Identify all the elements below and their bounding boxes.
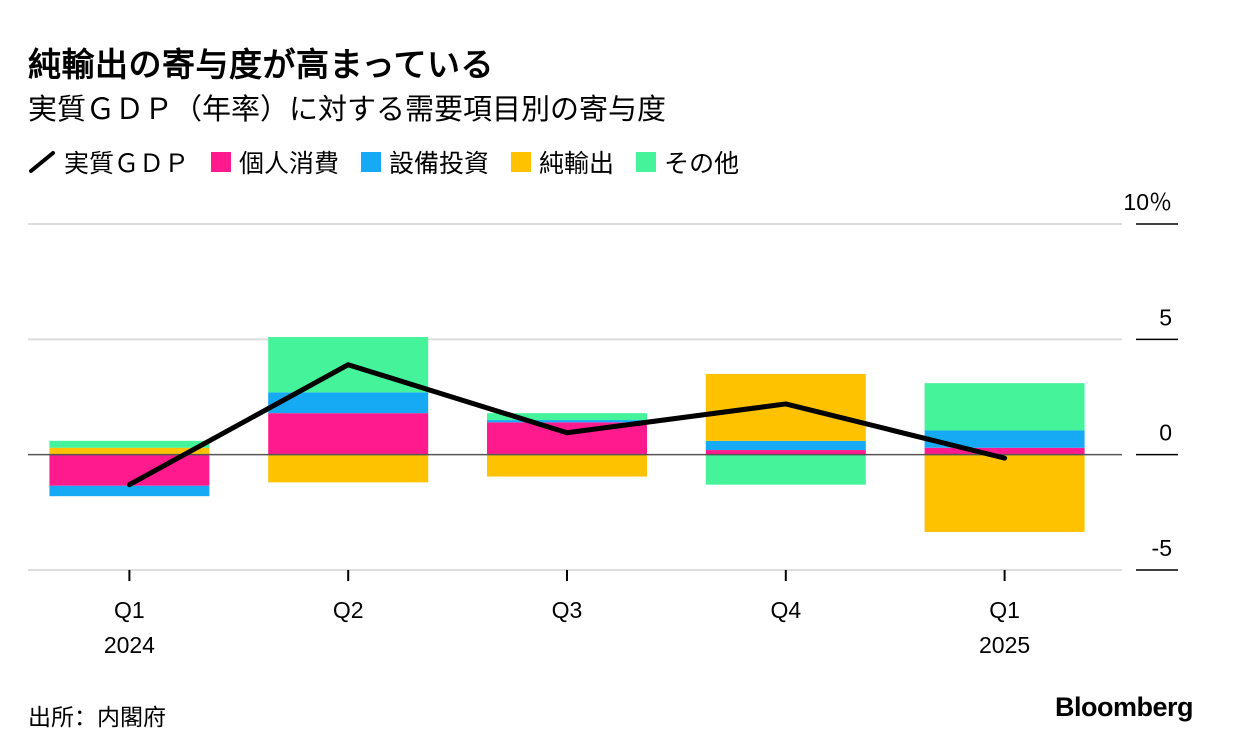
bar-segment [705, 373, 866, 441]
gdp-line-group [126, 362, 1008, 488]
chart-subtitle: 実質ＧＤＰ（年率）に対する需要項目別の寄与度 [28, 92, 667, 126]
bar-segment [924, 430, 1085, 448]
bar-segment [268, 454, 429, 483]
x-tick-label: Q1 [989, 597, 1020, 623]
legend-label-consumption: 個人消費 [239, 149, 340, 178]
x-axis: Q1 2024 Q2 Q3 Q4 Q1 2025 [104, 570, 1030, 658]
bar-segment [705, 440, 866, 451]
bar-segment [924, 383, 1085, 431]
x-tick-label: Q2 [333, 597, 364, 623]
legend-swatch-net-exports [511, 152, 532, 172]
x-tick-label: 2024 [104, 632, 155, 658]
y-tick-label: 0 [1159, 420, 1172, 446]
y-tick-label: 10％ [1123, 189, 1172, 215]
bar-segment [268, 392, 429, 414]
bar-segment [268, 413, 429, 455]
legend-label-gdp: 実質ＧＤＰ [64, 149, 190, 178]
bar-segment [487, 420, 647, 423]
bar-segment [49, 454, 210, 486]
bar-segment [924, 454, 1085, 532]
bar-segment [49, 447, 210, 455]
x-tick-label: 2025 [979, 632, 1030, 658]
legend-item-consumption: 個人消費 [211, 144, 339, 180]
legend-label-investment: 設備投資 [389, 149, 490, 178]
legend-swatch-other [636, 152, 657, 172]
x-tick-label: Q1 [114, 597, 145, 623]
legend-swatch-investment [361, 152, 382, 172]
bar-segment [49, 485, 210, 497]
y-tick-label: -5 [1152, 535, 1172, 561]
bloomberg-logo: Bloomberg [1054, 692, 1194, 722]
bar-segment [487, 454, 647, 477]
y-axis: -5 0 5 10％ [1123, 189, 1178, 571]
legend-item-net-exports: 純輸出 [511, 144, 614, 180]
legend-swatch-consumption [211, 152, 232, 172]
bar-segment [924, 447, 1085, 455]
chart-title: 純輸出の寄与度が高まっている [28, 45, 495, 84]
legend-label-other: その他 [664, 149, 740, 178]
bar-segment [705, 450, 866, 455]
bar-segment [705, 454, 866, 485]
line-icon [29, 151, 55, 173]
source-note: 出所：内閣府 [28, 705, 166, 731]
legend-item-other: その他 [636, 144, 739, 180]
bar-segment [49, 440, 210, 448]
bar-segment [487, 413, 647, 421]
legend-item-gdp: 実質ＧＤＰ [28, 144, 189, 180]
gridlines [28, 223, 1122, 571]
legend-item-investment: 設備投資 [361, 144, 489, 180]
y-tick-label: 5 [1159, 304, 1172, 330]
x-tick-label: Q3 [552, 597, 583, 623]
legend: 実質ＧＤＰ 個人消費 設備投資 純輸出 その他 [28, 144, 761, 180]
x-tick-label: Q4 [770, 597, 801, 623]
legend-label-net-exports: 純輸出 [539, 149, 615, 178]
